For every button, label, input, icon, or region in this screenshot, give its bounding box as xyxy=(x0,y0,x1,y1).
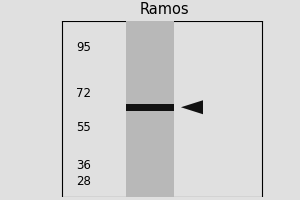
Text: 55: 55 xyxy=(76,121,91,134)
Bar xyxy=(126,21,174,197)
Text: 95: 95 xyxy=(76,41,91,54)
Text: 28: 28 xyxy=(76,175,91,188)
Text: 36: 36 xyxy=(76,159,91,172)
Polygon shape xyxy=(181,100,203,114)
Text: Ramos: Ramos xyxy=(140,2,190,17)
Text: 72: 72 xyxy=(76,87,91,100)
Bar xyxy=(126,104,174,111)
